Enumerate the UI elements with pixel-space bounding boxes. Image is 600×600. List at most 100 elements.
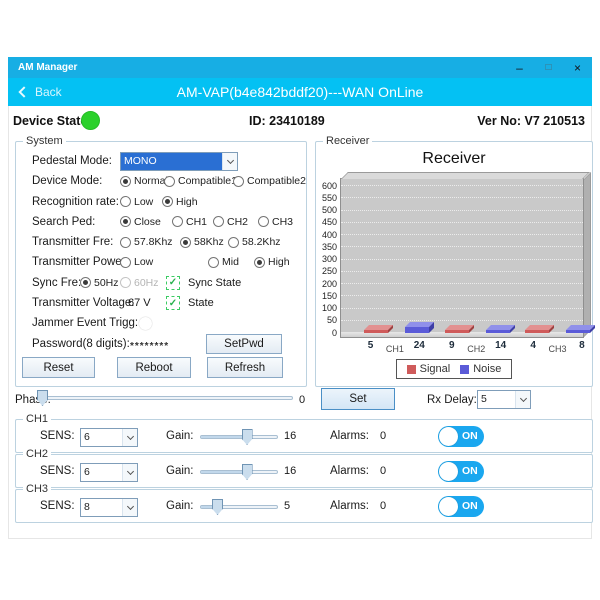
device-mode-option-normal[interactable]: Normal (120, 175, 168, 187)
radio-icon (120, 256, 131, 268)
slider-track[interactable] (200, 505, 278, 509)
device-mode-option-compatible2[interactable]: Compatible2 (233, 175, 306, 187)
ch3-sens-select[interactable]: 8 (80, 498, 138, 517)
ch1-group-label: CH1 (23, 413, 52, 425)
ch3-gain-value: 5 (284, 500, 291, 512)
radio-checked-icon (120, 216, 131, 228)
device-mode-option-compatible1[interactable]: Compatible1 (164, 175, 237, 187)
rx-delay-value: 5 (481, 393, 487, 405)
device-state-green-indicator (81, 111, 100, 130)
search-ped-option-ch1[interactable]: CH1 (172, 216, 207, 228)
chevron-down-icon[interactable] (122, 429, 137, 446)
transmitter-fre-option-58-2[interactable]: 58.2Khz (228, 236, 281, 248)
app-window: AM Manager – □ × AM-VAP(b4e842bddf20)---… (8, 57, 596, 539)
transmitter-fre-option-58[interactable]: 58Khz (180, 236, 224, 248)
voltage-state-checkbox[interactable]: ✓ (166, 296, 180, 311)
minimize-icon[interactable]: – (516, 60, 523, 75)
pedestal-mode-select[interactable]: MONO (120, 152, 238, 171)
chevron-down-icon[interactable] (222, 153, 237, 170)
rx-delay-label: Rx Delay: (427, 394, 477, 406)
chart-plot: 0 50 100 150 200 250 300 350 400 450 500 550 600 (322, 172, 596, 338)
device-mode-label: Device Mode: (32, 175, 103, 188)
toggle-on-label: ON (155, 319, 167, 329)
jammer-label: Jammer Event Trigg: (32, 317, 139, 330)
chart-bar-noise-ch3 (566, 325, 596, 333)
sync-fre-label: Sync Fre: (32, 276, 82, 289)
chart-3d-right-wall (584, 172, 591, 337)
device-id: ID: 23410189 (249, 114, 325, 128)
ch3-gain-label: Gain: (166, 500, 194, 512)
recognition-rate-option-high[interactable]: High (162, 196, 198, 208)
sync-state-checkbox[interactable]: ✓ (166, 275, 180, 290)
slider-thumb[interactable] (212, 499, 224, 515)
close-icon[interactable]: × (573, 60, 581, 75)
ch1-sens-select[interactable]: 6 (80, 428, 138, 447)
sync-fre-option-50hz[interactable]: 50Hz (80, 277, 119, 289)
slider-thumb[interactable] (241, 464, 253, 480)
transmitter-fre-option-57-8[interactable]: 57.8Khz (120, 236, 173, 248)
password-label: Password(8 digits): (32, 337, 130, 350)
legend-item-noise: Noise (460, 363, 501, 375)
maximize-icon[interactable]: □ (545, 62, 552, 73)
ch2-gain-label: Gain: (166, 465, 194, 477)
phase-slider[interactable] (37, 390, 293, 406)
back-button[interactable]: Back (18, 78, 62, 106)
search-ped-label: Search Ped: (32, 215, 96, 228)
ch1-gain-slider[interactable] (200, 429, 278, 445)
set-button[interactable]: Set (321, 388, 395, 410)
ch3-sens-label: SENS: (40, 500, 75, 512)
radio-icon (258, 216, 269, 228)
transmitter-power-option-mid[interactable]: Mid (208, 256, 239, 268)
reboot-button[interactable]: Reboot (117, 357, 191, 378)
recognition-rate-option-low[interactable]: Low (120, 196, 153, 208)
radio-checked-icon (120, 175, 131, 187)
chart-legend-wrap: Signal Noise (316, 359, 592, 379)
toggle-on-label: ON (462, 465, 478, 477)
ch1-sens-value: 6 (84, 431, 90, 443)
chart-bar-noise-ch1 (405, 322, 435, 333)
transmitter-voltage-row: Transmitter Voltage: 67 V ✓ State (32, 296, 302, 311)
search-ped-option-ch3[interactable]: CH3 (258, 216, 293, 228)
ch2-gain-slider[interactable] (200, 464, 278, 480)
slider-thumb[interactable] (37, 390, 48, 406)
ch1-alarms-label: Alarms: (330, 430, 369, 442)
header-band: AM-VAP(b4e842bddf20)---WAN OnLine Back (8, 78, 592, 106)
chevron-down-icon[interactable] (122, 499, 137, 516)
toggle-knob (439, 427, 458, 446)
slider-fill (201, 436, 250, 438)
chart-floor (341, 332, 583, 337)
sync-state-label: Sync State (188, 276, 242, 289)
system-rows: Pedestal Mode: MONO Device Mode: Normal … (32, 152, 306, 357)
setpwd-button[interactable]: SetPwd (206, 333, 282, 354)
device-state-label: Device State: (13, 114, 92, 128)
transmitter-power-option-low[interactable]: Low (120, 256, 153, 268)
transmitter-voltage-value: 67 V (128, 297, 151, 310)
ch2-toggle[interactable]: ON (438, 461, 484, 482)
ch3-toggle[interactable]: ON (438, 496, 484, 517)
reset-button[interactable]: Reset (22, 357, 95, 378)
radio-disabled-icon (120, 277, 131, 289)
ch1-sens-label: SENS: (40, 430, 75, 442)
rx-delay-select[interactable]: 5 (477, 390, 531, 409)
search-ped-option-close[interactable]: Close (120, 216, 161, 228)
search-ped-option-ch2[interactable]: CH2 (213, 216, 248, 228)
ch1-toggle[interactable]: ON (438, 426, 484, 447)
password-row: Password(8 digits): ******** SetPwd (32, 333, 302, 354)
slider-track[interactable] (37, 396, 293, 400)
radio-checked-icon (162, 196, 173, 208)
chevron-down-icon[interactable] (122, 464, 137, 481)
slider-thumb[interactable] (241, 429, 253, 445)
ch2-sens-select[interactable]: 6 (80, 463, 138, 482)
chart-bar-signal-ch1 (363, 325, 393, 333)
ch3-gain-slider[interactable] (200, 499, 278, 515)
recognition-rate-label: Recognition rate: (32, 195, 119, 208)
transmitter-power-row: Transmitter Power: Low Mid High (32, 255, 302, 270)
ch2-sens-label: SENS: (40, 465, 75, 477)
receiver-group-label: Receiver (323, 135, 373, 147)
transmitter-power-option-high[interactable]: High (254, 256, 290, 268)
pedestal-mode-value: MONO (121, 153, 222, 170)
ch2-alarms-value: 0 (380, 465, 387, 477)
refresh-button[interactable]: Refresh (207, 357, 283, 378)
chevron-down-icon[interactable] (515, 391, 530, 408)
chart-bar-signal-ch3 (525, 325, 555, 333)
